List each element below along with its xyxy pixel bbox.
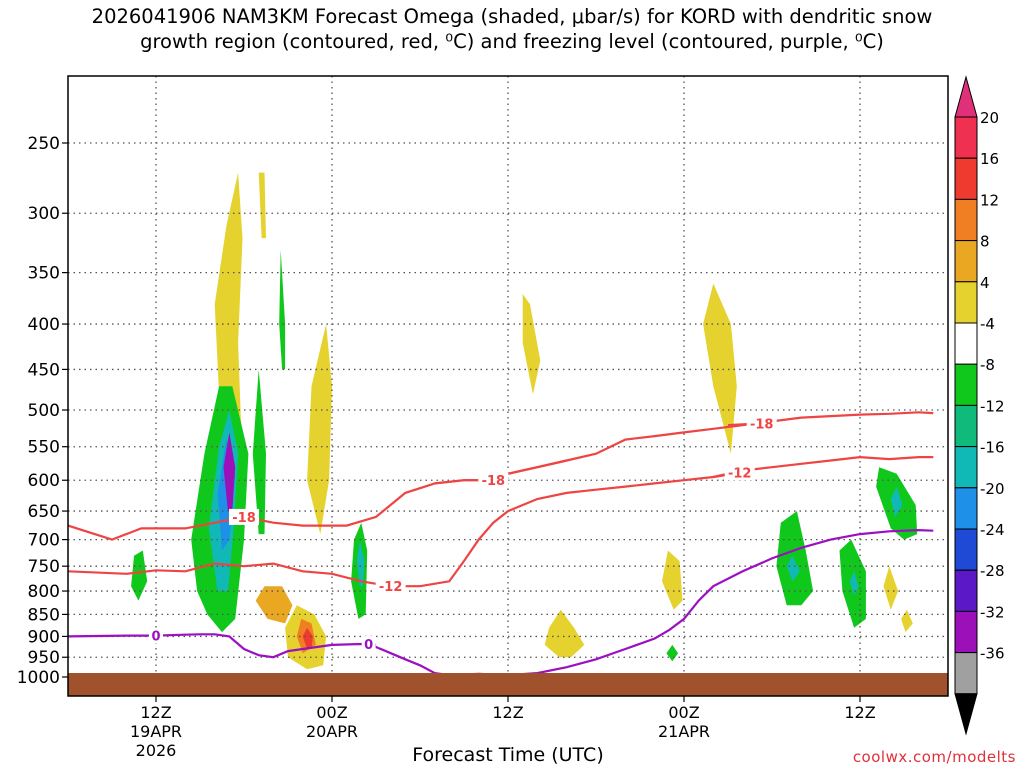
omega-region: [901, 609, 913, 633]
colorbar-tick-label: -16: [980, 439, 1005, 457]
x-tick-label: 21APR: [658, 722, 710, 741]
omega-region: [307, 324, 332, 535]
colorbar-bin: [954, 116, 978, 159]
colorbar-tick-label: 20: [980, 109, 999, 127]
colorbar-bin: [954, 528, 978, 571]
colorbar-tick-label: 4: [980, 274, 990, 292]
y-tick-label: 500: [28, 401, 60, 421]
omega-region: [223, 432, 236, 512]
colorbar-bin: [954, 281, 978, 324]
omega-shading: [131, 172, 918, 670]
y-tick-label: 950: [28, 648, 60, 668]
x-tick-label: 19APR: [130, 722, 182, 741]
x-tick-label: 20APR: [306, 722, 358, 741]
colorbar-tick-label: -28: [980, 562, 1005, 580]
y-tick-label: 650: [28, 502, 60, 522]
y-tick-label: 400: [28, 315, 60, 335]
colorbar-bin: [954, 157, 978, 200]
y-tick-label: 350: [28, 264, 60, 284]
terrain-strip: [68, 673, 948, 696]
x-tick-label: 12Z: [492, 703, 523, 722]
omega-region: [890, 486, 903, 517]
colorbar-bin: [954, 240, 978, 283]
y-tick-label: 900: [28, 627, 60, 647]
omega-region: [883, 566, 899, 610]
dgz-contour: [68, 455, 934, 588]
colorbar-tick-label: 8: [980, 233, 990, 251]
omega-region: [302, 627, 313, 649]
omega-region: [662, 550, 683, 610]
colorbar-tick-label: -24: [980, 521, 1005, 539]
colorbar-bin: [954, 487, 978, 530]
colorbar-tick-label: -4: [980, 315, 995, 333]
colorbar-bin: [954, 652, 978, 695]
credit-text[interactable]: coolwx.com/modelts: [852, 748, 1016, 766]
omega-region: [786, 555, 800, 582]
colorbar-bin: [954, 322, 978, 365]
contour-label: -18: [232, 511, 256, 526]
colorbar-tick-label: -36: [980, 645, 1005, 663]
plot-frame: [67, 75, 949, 697]
omega-region: [279, 249, 286, 370]
y-tick-label: 300: [28, 204, 60, 224]
contour-label-bg: [149, 627, 163, 644]
omega-region: [849, 571, 859, 596]
colorbar-top-triangle: [954, 75, 978, 118]
colorbar-bin: [954, 610, 978, 654]
colorbar-tick-label: -8: [980, 356, 995, 374]
x-tick-label: 12Z: [140, 703, 171, 722]
colorbar-bin: [954, 446, 978, 489]
colorbar-bin: [954, 198, 978, 242]
contour-label: -12: [728, 466, 752, 481]
omega-region: [666, 644, 679, 662]
colorbar-tick-label: -32: [980, 603, 1005, 621]
colorbar-bottom-triangle: [954, 693, 978, 736]
contour-label: -18: [482, 474, 506, 489]
contour-label: -18: [750, 418, 774, 433]
colorbar-bin: [954, 569, 978, 612]
colorbar-tick-label: 12: [980, 191, 999, 209]
omega-region: [522, 294, 541, 395]
x-tick-label: 00Z: [668, 703, 699, 722]
chart-title-line2: growth region (contoured, red, ⁰C) and f…: [140, 30, 884, 53]
omega-region: [356, 539, 365, 587]
contour-label: 0: [151, 630, 160, 645]
x-tick-label: 2026: [136, 741, 177, 760]
contour-label-bg: [229, 508, 259, 525]
omega-region: [214, 172, 243, 454]
y-tick-label: 600: [28, 471, 60, 491]
colorbar-tick-label: 16: [980, 150, 999, 168]
y-tick-label: 750: [28, 557, 60, 577]
chart-title: 2026041906 NAM3KM Forecast Omega (shaded…: [0, 4, 1024, 54]
omega-region: [255, 586, 293, 624]
contour-label-bg: [478, 472, 509, 489]
y-tick-label: 1000: [17, 668, 60, 688]
y-tick-label: 850: [28, 605, 60, 625]
omega-region: [776, 511, 814, 606]
y-tick-label: 250: [28, 134, 60, 154]
colorbar-tick-label: -12: [980, 397, 1005, 415]
omega-region: [703, 283, 737, 454]
colorbar-bin: [954, 363, 978, 406]
contour-label: -12: [379, 580, 403, 595]
colorbar-tick-label: -20: [980, 480, 1005, 498]
contour-label-bg: [746, 415, 777, 432]
x-tick-label: 00Z: [316, 703, 347, 722]
x-tick-label: 12Z: [844, 703, 875, 722]
y-tick-label: 700: [28, 531, 60, 551]
contour-label-bg: [375, 578, 406, 595]
y-tick-label: 450: [28, 360, 60, 380]
x-axis-label: Forecast Time (UTC): [412, 744, 604, 766]
contour-label-bg: [724, 464, 755, 481]
colorbar-bin: [954, 404, 978, 448]
contour-label: 0: [364, 638, 373, 653]
contour-label-bg: [361, 636, 376, 653]
omega-region: [544, 609, 585, 658]
omega-region: [131, 550, 148, 601]
chart-title-line1: 2026041906 NAM3KM Forecast Omega (shaded…: [91, 5, 933, 28]
y-tick-label: 800: [28, 582, 60, 602]
omega-region: [258, 172, 266, 239]
y-tick-label: 550: [28, 438, 60, 458]
